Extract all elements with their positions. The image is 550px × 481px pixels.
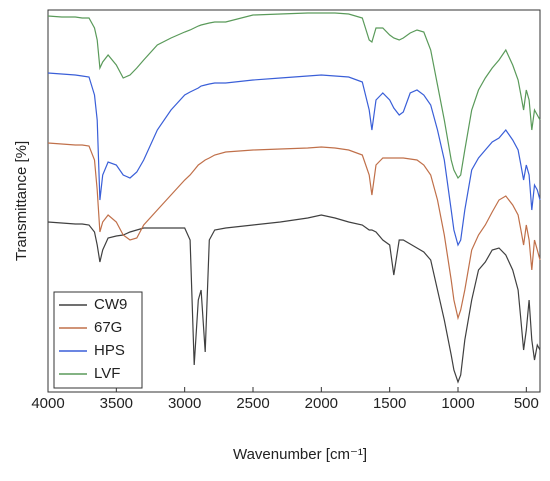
- legend-label: 67G: [94, 319, 122, 336]
- x-tick-label: 500: [514, 395, 539, 412]
- x-tick-label: 4000: [31, 395, 64, 412]
- y-axis-label: Transmittance [%]: [13, 141, 30, 261]
- legend-label: HPS: [94, 342, 125, 359]
- series-line: [47, 214, 541, 384]
- legend-label: LVF: [94, 365, 120, 382]
- legend-box: [53, 291, 143, 389]
- x-tick-label: 2500: [236, 395, 269, 412]
- x-tick-label: 2000: [305, 395, 338, 412]
- x-axis-label: Wavenumber [cm⁻¹]: [233, 446, 367, 463]
- series-line: [47, 12, 541, 180]
- plot-frame: [47, 9, 541, 393]
- series-line: [47, 142, 541, 321]
- x-tick-label: 3000: [168, 395, 201, 412]
- x-tick-label: 1000: [441, 395, 474, 412]
- series-line: [47, 72, 541, 247]
- x-tick-label: 1500: [373, 395, 406, 412]
- x-tick-label: 3500: [100, 395, 133, 412]
- legend-label: CW9: [94, 296, 127, 313]
